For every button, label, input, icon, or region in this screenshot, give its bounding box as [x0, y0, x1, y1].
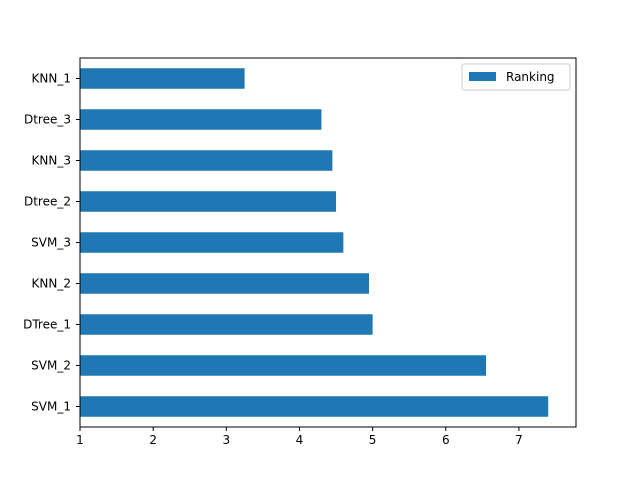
plot-frame — [79, 57, 577, 428]
y-tick-label-svm_1: SVM_1 — [31, 400, 71, 414]
y-tick-label-svm_3: SVM_3 — [31, 236, 71, 250]
bars-group — [80, 68, 549, 417]
bar-knn_1 — [80, 68, 245, 89]
bar-svm_2 — [80, 355, 487, 376]
bar-dtree_3 — [80, 109, 322, 130]
x-tick-label: 4 — [296, 433, 304, 447]
x-tick-label: 6 — [442, 433, 450, 447]
bar-svm_3 — [80, 232, 344, 253]
y-tick-label-dtree_3: Dtree_3 — [24, 113, 71, 127]
bar-knn_3 — [80, 150, 333, 171]
x-tick-label: 3 — [222, 433, 230, 447]
bar-dtree_1 — [80, 314, 373, 335]
x-tick-label: 7 — [515, 433, 523, 447]
y-axis-ticks: SVM_1 SVM_2 DTree_1 KNN_2 SVM_3 Dtree_2 KNN_3 D… — [23, 72, 80, 414]
y-tick-label-knn_3: KNN_3 — [32, 154, 71, 168]
bar-dtree_2 — [80, 191, 337, 212]
legend-swatch — [469, 72, 496, 81]
x-tick-label: 2 — [149, 433, 157, 447]
y-tick-label-dtree_2: Dtree_2 — [24, 195, 71, 209]
y-tick-label-svm_2: SVM_2 — [31, 359, 71, 373]
y-tick-label-dtree_1: DTree_1 — [23, 318, 71, 332]
x-tick-label: 1 — [76, 433, 84, 447]
legend-box — [461, 63, 571, 91]
x-tick-label: 5 — [369, 433, 377, 447]
legend-label-ranking: Ranking — [506, 70, 555, 84]
legend: Ranking — [461, 63, 571, 91]
y-tick-label-knn_2: KNN_2 — [32, 277, 71, 291]
x-axis-ticks: 1 2 3 4 5 6 7 — [76, 427, 523, 447]
bar-knn_2 — [80, 273, 369, 294]
bar-svm_1 — [80, 396, 549, 417]
y-tick-label-knn_1: KNN_1 — [32, 72, 71, 86]
